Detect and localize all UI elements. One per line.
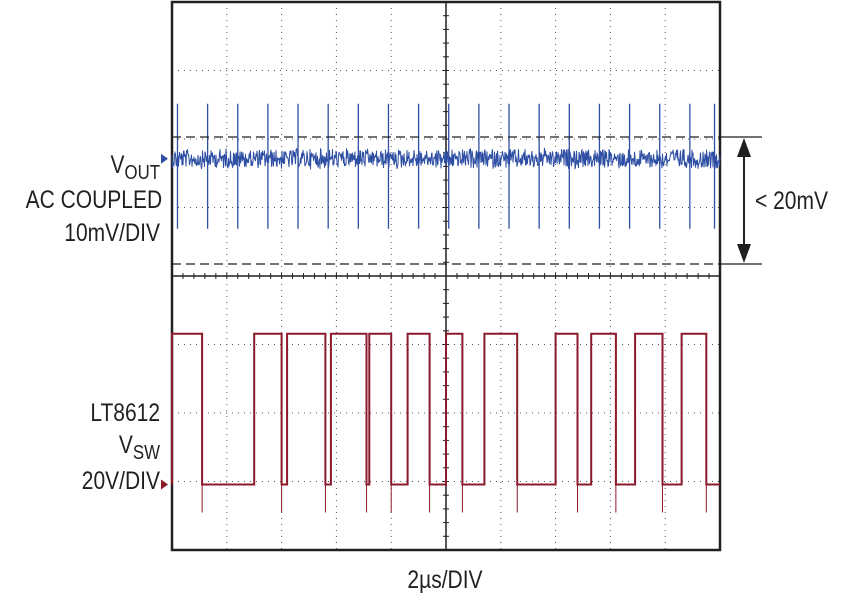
plot-frame (170, 0, 722, 552)
bracket-arrow-down (737, 244, 751, 263)
vout-label: VOUT (110, 151, 160, 184)
vout-scale-label: 10mV/DIV (64, 219, 160, 247)
vsw-ground-marker (161, 479, 168, 490)
vout-coupling-label: AC COUPLED (25, 186, 163, 214)
bracket-arrow-up (737, 138, 751, 157)
vsw-scale-label: 20V/DIV (81, 467, 160, 495)
amplitude-bracket (172, 136, 762, 265)
lt8612-label: LT8612 (90, 399, 160, 427)
traces (171, 103, 721, 513)
vout-ground-marker (161, 153, 168, 164)
x-axis-label: 2µs/DIV (407, 566, 483, 594)
ripple-annotation: < 20mV (755, 187, 828, 215)
vsw-label: VSW (118, 431, 160, 464)
channel-markers (161, 153, 168, 490)
vsw-switching-trace (171, 332, 720, 486)
vout-noise-trace (171, 147, 721, 170)
